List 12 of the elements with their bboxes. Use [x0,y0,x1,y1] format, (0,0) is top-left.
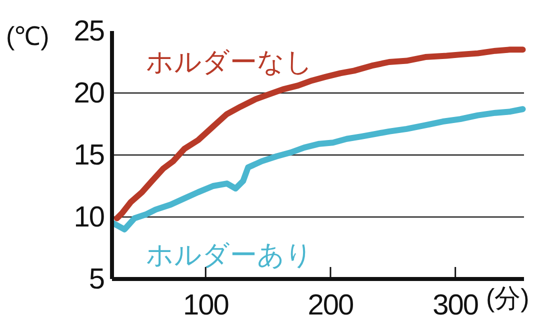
y-tick-label: 20 [74,77,104,110]
x-tick-label: 300 [432,289,478,322]
y-tick-label: 10 [74,201,104,234]
series-label: ホルダーあり [146,240,313,270]
x-axis-title: (分) [486,283,530,313]
y-tick-label: 15 [74,139,104,172]
y-tick-label: 5 [88,263,104,296]
x-tick-label: 100 [182,289,228,322]
series-label: ホルダーなし [146,47,313,78]
x-tick-label: 200 [308,289,354,322]
y-tick-label: 25 [74,15,104,48]
y-axis-title: (℃) [6,21,50,51]
